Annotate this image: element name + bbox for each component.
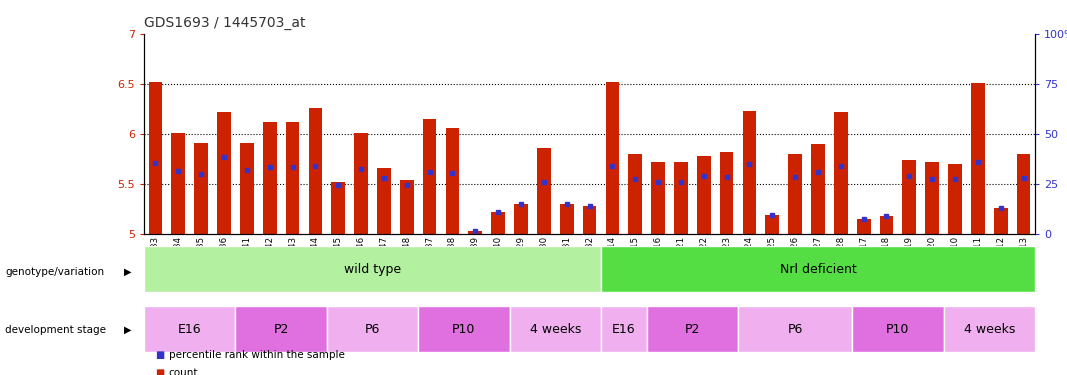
Bar [286, 122, 300, 234]
Text: E16: E16 [178, 322, 202, 336]
Bar [811, 144, 825, 234]
Text: 4 weeks: 4 weeks [529, 322, 580, 336]
Bar [993, 208, 1007, 234]
Text: 4 weeks: 4 weeks [964, 322, 1015, 336]
Bar [651, 162, 665, 234]
Text: ■: ■ [155, 368, 164, 375]
Bar [674, 162, 688, 234]
Text: E16: E16 [612, 322, 636, 336]
Bar [400, 180, 414, 234]
Bar [144, 246, 601, 292]
Text: P6: P6 [787, 322, 802, 336]
Bar [1017, 154, 1031, 234]
Text: wild type: wild type [344, 262, 401, 276]
Text: development stage: development stage [5, 325, 107, 335]
Text: genotype/variation: genotype/variation [5, 267, 105, 277]
Text: percentile rank within the sample: percentile rank within the sample [169, 350, 345, 360]
Text: count: count [169, 368, 198, 375]
Bar [354, 133, 368, 234]
Bar [857, 219, 871, 234]
Bar [262, 122, 276, 234]
Text: GDS1693 / 1445703_at: GDS1693 / 1445703_at [144, 16, 305, 30]
Bar [601, 246, 1035, 292]
Bar [218, 112, 230, 234]
Text: ▶: ▶ [124, 267, 132, 277]
Bar [332, 182, 345, 234]
Bar [510, 306, 601, 352]
Bar [583, 206, 596, 234]
Bar [903, 160, 917, 234]
Bar [560, 204, 574, 234]
Bar [418, 306, 510, 352]
Bar [943, 306, 1035, 352]
Text: P10: P10 [887, 322, 909, 336]
Text: ■: ■ [155, 350, 164, 360]
Bar [765, 215, 779, 234]
Bar [738, 306, 853, 352]
Text: ▶: ▶ [124, 325, 132, 335]
Bar [949, 164, 961, 234]
Bar [789, 154, 802, 234]
Bar [697, 156, 711, 234]
Bar [327, 306, 418, 352]
Bar [925, 162, 939, 234]
Text: P2: P2 [273, 322, 289, 336]
Bar [720, 152, 733, 234]
Bar [468, 231, 482, 234]
Bar [491, 212, 505, 234]
Text: P2: P2 [685, 322, 700, 336]
Bar [605, 82, 619, 234]
Bar [377, 168, 391, 234]
Bar [240, 143, 254, 234]
Bar [743, 111, 757, 234]
Bar [971, 83, 985, 234]
Bar [853, 306, 943, 352]
Bar [834, 112, 847, 234]
Bar [194, 143, 208, 234]
Bar [446, 128, 459, 234]
Text: P10: P10 [452, 322, 476, 336]
Bar [601, 306, 647, 352]
Text: Nrl deficient: Nrl deficient [780, 262, 857, 276]
Bar [144, 306, 236, 352]
Bar [514, 204, 528, 234]
Bar [308, 108, 322, 234]
Bar [879, 216, 893, 234]
Bar [537, 148, 551, 234]
Bar [172, 133, 186, 234]
Bar [647, 306, 738, 352]
Bar [236, 306, 327, 352]
Bar [628, 154, 642, 234]
Bar [423, 119, 436, 234]
Text: P6: P6 [365, 322, 380, 336]
Bar [148, 82, 162, 234]
